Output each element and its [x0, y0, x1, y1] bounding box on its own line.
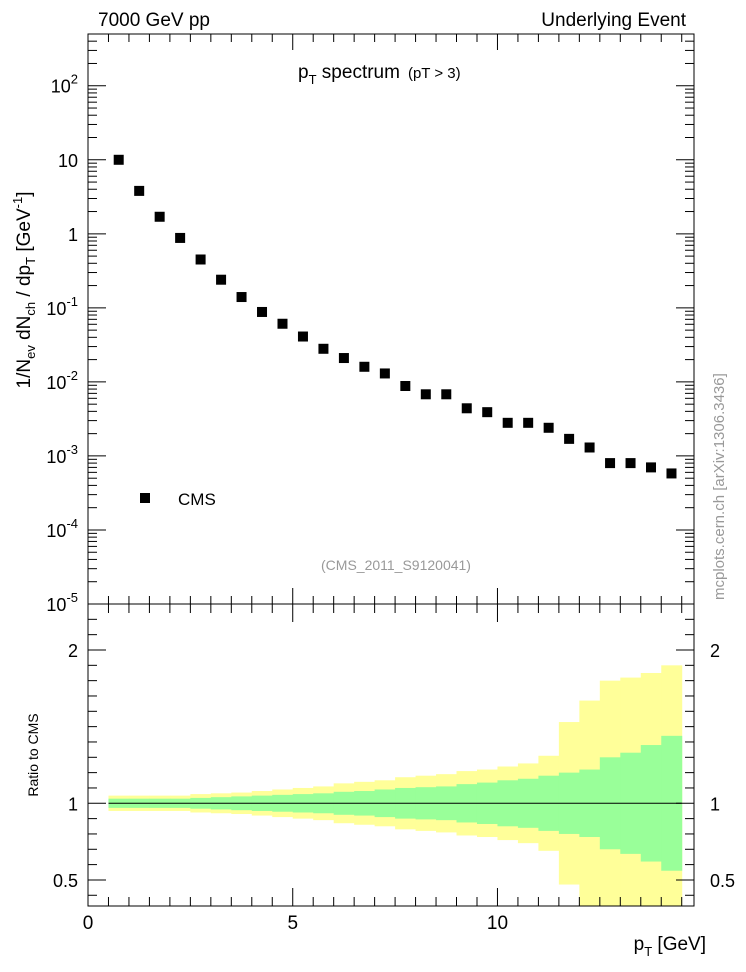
upper-y-tick-label: 10-5	[46, 590, 78, 615]
data-point	[625, 458, 636, 469]
lower-y-ticks	[88, 618, 694, 896]
data-point	[236, 292, 247, 303]
upper-ylabel-d: [GeV	[14, 208, 35, 257]
upper-y-tick-exp: -5	[66, 590, 78, 605]
upper-y-tick-label: 10-3	[46, 442, 78, 467]
upper-y-tick-label: 10-2	[46, 368, 78, 393]
lower-y-tick-label-right: 1	[710, 794, 720, 814]
lower-x-tick-label: 0	[83, 913, 94, 934]
lower-ylabel: Ratio to CMS	[25, 713, 41, 796]
data-point	[359, 361, 370, 372]
upper-title-sub: T	[309, 72, 317, 87]
data-point	[379, 368, 390, 379]
upper-frame	[87, 33, 695, 605]
lower-y-tick-label-right: 0.5	[710, 871, 735, 891]
data-point	[134, 185, 145, 196]
upper-y-tick-exp: -1	[66, 294, 78, 309]
analysis-watermark: (CMS_2011_S9120041)	[321, 557, 471, 573]
header-left: 7000 GeV pp	[98, 10, 210, 31]
upper-y-tick-label: 102	[51, 72, 78, 97]
data-point	[605, 458, 616, 469]
data-point	[318, 343, 329, 354]
upper-title-cut: (pT > 3)	[408, 65, 461, 82]
upper-title-main: p	[298, 62, 309, 83]
lower-y-tick-label-left: 2	[68, 641, 78, 661]
upper-ylabel-b: dN	[14, 316, 35, 346]
upper-y-tick-base: 10	[46, 373, 66, 393]
lower-y-tick-label-left: 0.5	[53, 871, 78, 891]
upper-y-tick-exp: -2	[66, 368, 78, 383]
upper-ylabel-d-sup: -1	[10, 197, 25, 209]
data-point	[400, 381, 411, 392]
upper-title: pT spectrum (pT > 3)	[298, 62, 461, 87]
data-point	[277, 318, 288, 329]
side-label: mcplots.cern.ch [arXiv:1306.3436]	[711, 373, 728, 600]
data-point	[666, 468, 677, 479]
upper-y-tick-base: 10	[51, 77, 71, 97]
upper-y-tick-base: 10	[46, 447, 66, 467]
legend-marker	[140, 493, 150, 503]
data-point	[297, 331, 308, 342]
lower-y-tick-label-right: 2	[710, 641, 720, 661]
upper-title-rest: spectrum	[317, 62, 400, 83]
lower-x-tick-label: 5	[287, 913, 298, 934]
upper-y-tick-label: 10-1	[46, 294, 78, 319]
data-point	[482, 407, 493, 418]
upper-data-markers	[113, 154, 677, 479]
data-point	[523, 417, 534, 428]
data-point	[420, 389, 431, 400]
upper-y-tick-base: 10	[58, 151, 78, 171]
upper-y-tick-label: 1	[68, 225, 78, 245]
data-point	[564, 433, 575, 444]
upper-ylabel-a-sub: ev	[23, 345, 38, 359]
legend-label: CMS	[178, 490, 216, 509]
upper-y-tick-label: 10	[58, 151, 78, 171]
data-point	[646, 462, 657, 473]
lower-x-ticks	[87, 604, 683, 906]
lower-xlabel-sub: T	[644, 944, 652, 959]
lower-y-tick-labels: 0.5 0.5 1 1 2 2	[53, 641, 735, 891]
data-point	[216, 274, 227, 285]
upper-y-tick-base: 10	[46, 299, 66, 319]
data-point	[502, 417, 513, 428]
ratio-bands	[108, 665, 683, 906]
upper-y-tick-base: 1	[68, 225, 78, 245]
lower-x-tick-label: 10	[487, 913, 508, 934]
data-point	[257, 306, 268, 317]
upper-y-tick-exp: 2	[71, 72, 78, 87]
upper-ylabel-c-sub: T	[23, 257, 38, 265]
upper-x-ticks	[87, 34, 683, 604]
upper-y-tick-exp: -4	[66, 516, 78, 531]
upper-y-ticks	[88, 33, 694, 605]
data-point	[543, 422, 554, 433]
data-point	[584, 442, 595, 453]
lower-y-tick-label-left: 1	[68, 794, 78, 814]
header-right: Underlying Event	[541, 10, 686, 31]
upper-ylabel: 1/Nev dNch / dpT [GeV-1]	[10, 192, 38, 389]
upper-ylabel-c: / dp	[14, 265, 35, 302]
upper-y-tick-base: 10	[46, 595, 66, 615]
lower-x-tick-labels: 0 5 10	[83, 913, 508, 934]
upper-ylabel-a: 1/N	[14, 359, 35, 389]
upper-y-tick-base: 10	[46, 521, 66, 541]
lower-xlabel: pT [GeV]	[634, 934, 706, 959]
upper-y-tick-exp: -3	[66, 442, 78, 457]
data-point	[113, 154, 124, 165]
data-point	[338, 353, 349, 364]
data-point	[175, 232, 186, 243]
data-point	[154, 211, 165, 222]
lower-xlabel-main: p	[634, 934, 645, 955]
data-point	[461, 403, 472, 414]
data-point	[441, 389, 452, 400]
upper-ylabel-e: ]	[14, 192, 35, 197]
upper-y-tick-label: 10-4	[46, 516, 78, 541]
upper-ylabel-b-sub: ch	[23, 302, 38, 316]
lower-frame	[87, 603, 695, 907]
data-point	[195, 254, 206, 265]
lower-xlabel-unit: [GeV]	[652, 934, 706, 955]
